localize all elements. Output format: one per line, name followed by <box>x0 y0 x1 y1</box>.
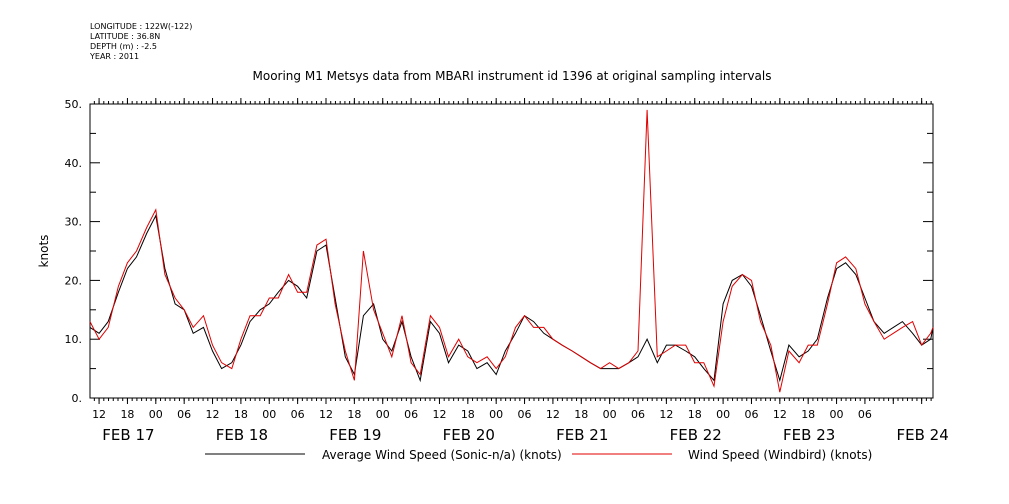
series-line-average-wind-speed <box>89 214 934 383</box>
x-hour-label: 18 <box>120 408 134 421</box>
x-hour-label: 06 <box>744 408 758 421</box>
y-tick-label: 30. <box>65 216 83 229</box>
y-tick-label: 40. <box>65 157 83 170</box>
x-day-label: FEB 23 <box>783 426 835 444</box>
x-hour-label: 00 <box>489 408 503 421</box>
x-hour-label: 00 <box>149 408 163 421</box>
x-day-label: FEB 24 <box>897 426 949 444</box>
metadata-block: LONGITUDE : 122W(-122) LATITUDE : 36.8N … <box>90 22 192 62</box>
legend-label-windbird-wind-speed: Wind Speed (Windbird) (knots) <box>688 448 872 462</box>
legend: Average Wind Speed (Sonic-n/a) (knots) W… <box>205 448 872 462</box>
x-hour-label: 18 <box>461 408 475 421</box>
x-hour-label: 12 <box>206 408 220 421</box>
x-hour-label: 12 <box>92 408 106 421</box>
x-hour-label: 00 <box>830 408 844 421</box>
x-day-label: FEB 19 <box>329 426 381 444</box>
x-hour-label: 00 <box>262 408 276 421</box>
x-hour-label: 18 <box>801 408 815 421</box>
x-day-label: FEB 18 <box>216 426 268 444</box>
x-hour-label: 12 <box>432 408 446 421</box>
longitude-label: LONGITUDE : 122W(-122) <box>90 22 193 31</box>
x-hour-label: 18 <box>234 408 248 421</box>
y-tick-label: 10. <box>65 333 83 346</box>
x-hour-label: 06 <box>518 408 532 421</box>
x-hour-label: 12 <box>773 408 787 421</box>
x-day-label: FEB 21 <box>556 426 608 444</box>
chart-title: Mooring M1 Metsys data from MBARI instru… <box>253 69 772 83</box>
x-hour-label: 06 <box>858 408 872 421</box>
latitude-label: LATITUDE : 36.8N <box>90 32 161 41</box>
x-hour-label: 06 <box>177 408 191 421</box>
year-label: YEAR : 2011 <box>90 52 140 61</box>
x-day-label: FEB 17 <box>102 426 154 444</box>
y-axis-label: knots <box>37 235 51 268</box>
y-tick-label: 20. <box>65 274 83 287</box>
x-hour-label: 06 <box>404 408 418 421</box>
plot-frame <box>89 103 934 399</box>
x-hour-label: 06 <box>631 408 645 421</box>
x-hour-label: 06 <box>291 408 305 421</box>
x-hour-label: 00 <box>376 408 390 421</box>
y-tick-label: 50. <box>65 98 83 111</box>
x-hour-label: 18 <box>574 408 588 421</box>
x-hour-label: 00 <box>603 408 617 421</box>
x-hour-label: 12 <box>319 408 333 421</box>
y-tick-label: 0. <box>72 392 83 405</box>
x-hour-label: 18 <box>347 408 361 421</box>
x-day-label: FEB 22 <box>670 426 722 444</box>
series-line-windbird-wind-speed <box>89 109 934 393</box>
legend-label-average-wind-speed: Average Wind Speed (Sonic-n/a) (knots) <box>322 448 562 462</box>
depth-label: DEPTH (m) : -2.5 <box>90 42 157 51</box>
x-day-label: FEB 20 <box>443 426 495 444</box>
x-hour-label: 12 <box>546 408 560 421</box>
x-hour-label: 00 <box>716 408 730 421</box>
x-hour-label: 12 <box>659 408 673 421</box>
x-hour-label: 18 <box>688 408 702 421</box>
